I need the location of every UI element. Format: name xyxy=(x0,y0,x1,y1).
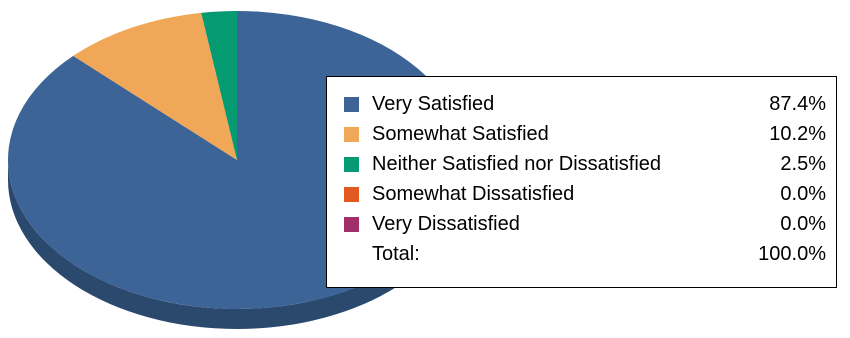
legend-value: 87.4% xyxy=(769,93,826,115)
legend-item-somewhat-satisfied: Somewhat Satisfied 10.2% xyxy=(327,119,836,149)
pie-slice-somewhat-satisfied xyxy=(73,12,238,161)
legend-swatch-somewhat-dissatisfied xyxy=(344,187,359,202)
legend-value: 10.2% xyxy=(769,123,826,145)
legend-item-somewhat-dissatisfied: Somewhat Dissatisfied 0.0% xyxy=(327,179,836,209)
pie-slice-neither-satisfied-nor-dissatisfied xyxy=(201,11,237,160)
legend-value: 2.5% xyxy=(780,153,826,175)
legend-total-label: Total: xyxy=(372,243,420,265)
legend-value: 0.0% xyxy=(780,183,826,205)
legend-item-very-dissatisfied: Very Dissatisfied 0.0% xyxy=(327,209,836,239)
legend-label: Somewhat Satisfied xyxy=(372,123,549,145)
legend-label: Very Dissatisfied xyxy=(372,213,520,235)
legend-swatch-very-satisfied xyxy=(344,97,359,112)
legend-item-neither: Neither Satisfied nor Dissatisfied 2.5% xyxy=(327,149,836,179)
legend-swatch-somewhat-satisfied xyxy=(344,127,359,142)
legend-label: Very Satisfied xyxy=(372,93,495,115)
legend-total-value: 100.0% xyxy=(758,243,826,265)
legend-label: Somewhat Dissatisfied xyxy=(372,183,575,205)
legend-value: 0.0% xyxy=(780,213,826,235)
legend-swatch-neither xyxy=(344,157,359,172)
legend-label: Neither Satisfied nor Dissatisfied xyxy=(372,153,662,175)
legend-swatch-very-dissatisfied xyxy=(344,217,359,232)
legend: Very Satisfied 87.4% Somewhat Satisfied … xyxy=(326,76,837,288)
legend-item-very-satisfied: Very Satisfied 87.4% xyxy=(327,89,836,119)
legend-total-row: Total: 100.0% xyxy=(327,239,836,269)
